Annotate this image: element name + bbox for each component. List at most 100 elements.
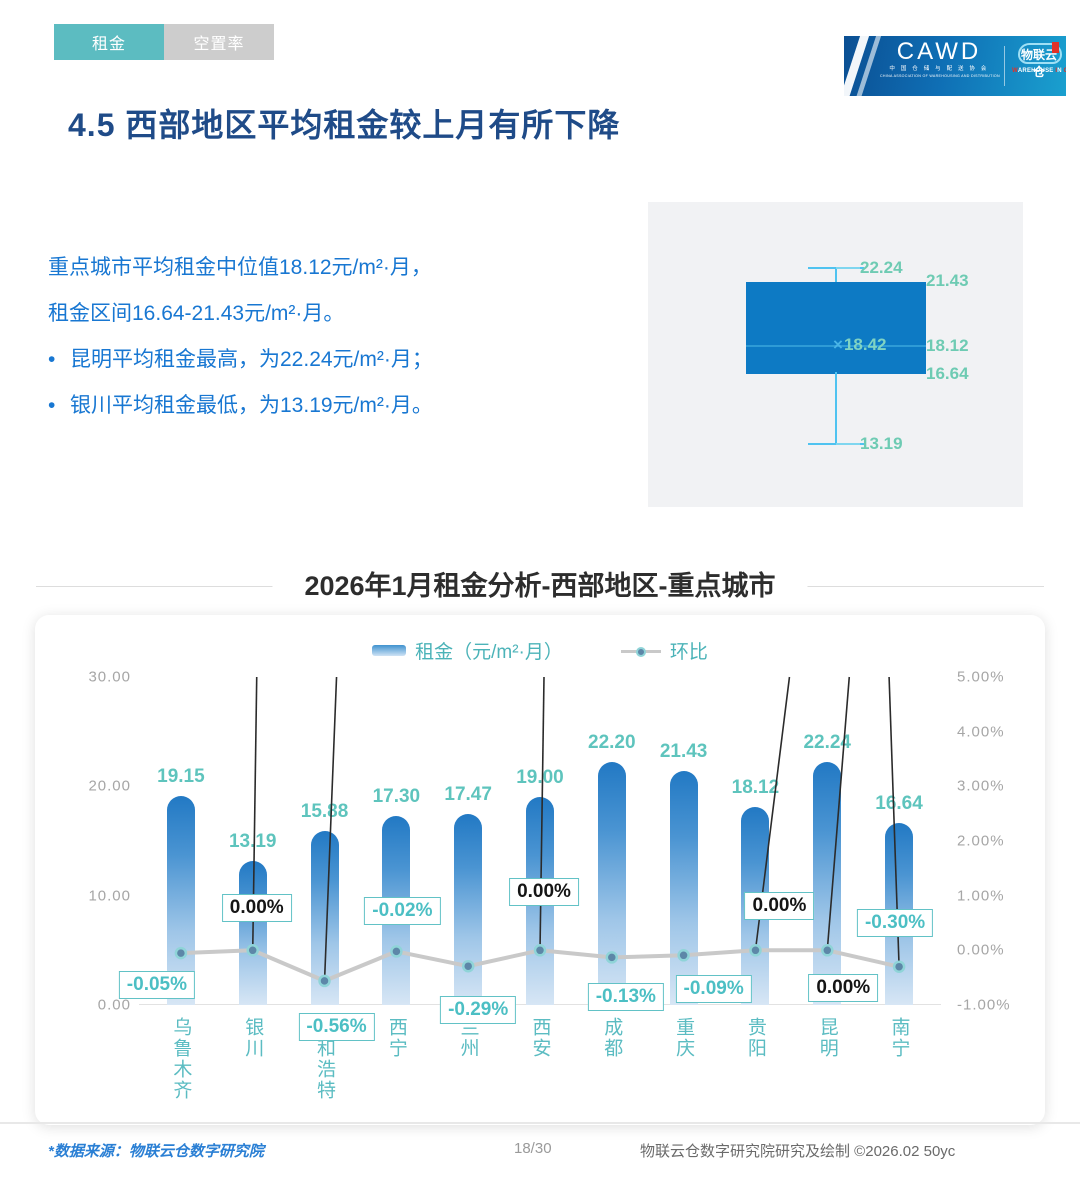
cloud-icon: 物联云仓 xyxy=(1012,42,1062,79)
bar-value-label: 17.30 xyxy=(372,785,421,807)
summary-line-2: 租金区间16.64-21.43元/m²·月。 xyxy=(48,302,345,325)
footer-source: *数据来源：物联云仓数字研究院 xyxy=(48,1143,264,1160)
footer-divider xyxy=(0,1122,1080,1124)
y2-tick-label: 5.00% xyxy=(957,668,1005,686)
cawd-en-name: CHINA ASSOCIATION OF WAREHOUSING AND DIS… xyxy=(880,74,1000,78)
cloud-shape-icon xyxy=(1018,43,1062,64)
brand-logo: CAWD 中 国 仓 储 与 配 送 协 会 CHINA ASSOCIATION… xyxy=(844,36,1066,96)
line-value-label: -0.09% xyxy=(675,975,752,1004)
line-value-label: -0.13% xyxy=(587,983,664,1012)
summary-line-1: 重点城市平均租金中位值18.12元/m²·月， xyxy=(48,256,432,279)
bar[interactable] xyxy=(597,762,626,1005)
bar-value-label: 15.88 xyxy=(300,801,349,823)
x-axis-label: 乌鲁木齐 xyxy=(170,1017,192,1101)
y2-tick-label: 2.00% xyxy=(957,832,1005,850)
y2-tick-label: 4.00% xyxy=(957,723,1005,741)
cawd-cn-name: 中 国 仓 储 与 配 送 协 会 xyxy=(889,66,989,72)
legend-item-mom[interactable]: 环比 xyxy=(620,637,708,664)
summary-text: 重点城市平均租金中位值18.12元/m²·月， 租金区间16.64-21.43元… xyxy=(48,245,628,429)
bar[interactable] xyxy=(454,814,483,1005)
y2-tick-label: -1.00% xyxy=(957,996,1011,1014)
boxplot-panel: 22.24 21.43 18.12 16.64 13.19 ×18.42 xyxy=(648,202,1023,507)
brand-en-n: N xyxy=(1057,68,1064,74)
bar-swatch-icon xyxy=(372,645,407,656)
page-footer: *数据来源：物联云仓数字研究院 18/30 物联云仓数字研究院研究及绘制 ©20… xyxy=(0,1132,1080,1172)
line-value-label: -0.56% xyxy=(298,1012,375,1041)
line-swatch-marker xyxy=(635,646,646,657)
brand-en-name: WAREHOUSE IN CLOUD xyxy=(1012,68,1066,74)
boxplot-median-label: 18.12 xyxy=(926,336,969,355)
brand-en-c: C xyxy=(1064,68,1066,74)
bar-value-label: 16.64 xyxy=(875,793,923,815)
bar-slot: 17.47 兰州 xyxy=(432,677,504,1059)
bar-slot: 22.20 成都 xyxy=(576,677,648,1059)
tab-rent[interactable]: 租金 xyxy=(54,24,164,60)
x-axis-label: 兰州 xyxy=(457,1017,479,1059)
cawd-logo: CAWD 中 国 仓 储 与 配 送 协 会 CHINA ASSOCIATION… xyxy=(880,38,1000,79)
bar-slot: 22.24 昆明 xyxy=(791,677,863,1059)
chart-plot-area: 0.00 10.00 20.00 30.00 -1.00% 0.00% 1.00% 2.00… xyxy=(88,669,1009,1102)
y2-tick-label: 1.00% xyxy=(957,887,1005,905)
footer-page-number: 18/30 xyxy=(514,1140,552,1157)
summary-bullet-2: • 银川平均租金最低，为13.19元/m²·月。 xyxy=(48,383,628,429)
boxplot-q1-label: 16.64 xyxy=(926,364,969,383)
line-series-overlay xyxy=(174,676,906,988)
legend-label-rent: 租金（元/m²·月） xyxy=(415,642,563,663)
cawd-abbr: CAWD xyxy=(896,38,982,65)
boxplot-median-line xyxy=(746,345,926,347)
bar-value-label: 19.00 xyxy=(516,767,564,789)
brand-en-arehouse: AREHOUSE xyxy=(1017,68,1056,74)
line-value-label: 0.00% xyxy=(744,892,815,921)
line-value-label: 0.00% xyxy=(808,974,879,1003)
x-axis-label: 重庆 xyxy=(673,1017,695,1059)
x-axis-label: 南宁 xyxy=(888,1017,910,1059)
bar-value-label: 13.19 xyxy=(228,830,277,852)
x-axis-label: 昆明 xyxy=(816,1017,838,1059)
bullet-marker-icon: • xyxy=(48,348,56,371)
bar-value-label: 19.15 xyxy=(157,765,205,787)
line-value-label: 0.00% xyxy=(221,894,292,923)
x-axis-label: 西安 xyxy=(529,1017,551,1059)
brand-en-w: W xyxy=(1012,68,1018,74)
bar[interactable] xyxy=(669,770,698,1005)
x-axis-label: 成都 xyxy=(601,1017,623,1059)
x-axis-label: 银川 xyxy=(242,1017,264,1059)
summary-bullet-1: • 昆明平均租金最高，为22.24元/m²·月； xyxy=(48,337,628,383)
chart-card: 租金（元/m²·月） 环比 0.00 10.00 20.00 30.00 -1.00%… xyxy=(35,615,1045,1125)
bar-value-label: 18.12 xyxy=(731,776,780,798)
boxplot-upper-whisker xyxy=(835,268,837,284)
bar-value-label: 22.24 xyxy=(803,731,851,753)
boxplot-q3-label: 21.43 xyxy=(926,271,969,290)
bar[interactable] xyxy=(813,761,842,1005)
boxplot-min-leader xyxy=(836,443,860,445)
legend-item-rent[interactable]: 租金（元/m²·月） xyxy=(372,637,563,664)
red-accent-icon xyxy=(1052,42,1059,53)
brand-en-i: I xyxy=(1055,68,1058,74)
brand-cn-name: 物联云仓 xyxy=(1020,48,1057,79)
tab-vacancy[interactable]: 空置率 xyxy=(164,24,274,60)
y-tick-label: 30.00 xyxy=(88,668,131,686)
x-axis-label: 西宁 xyxy=(385,1017,407,1059)
bar-value-label: 17.47 xyxy=(444,783,492,805)
bullet-marker-icon: • xyxy=(48,394,56,417)
boxplot-min-label: 13.19 xyxy=(860,434,903,453)
view-tabs: 租金 空置率 xyxy=(54,24,274,60)
boxplot-mean-value: 18.42 xyxy=(843,335,887,354)
y-tick-label: 20.00 xyxy=(88,777,131,795)
y-tick-label: 10.00 xyxy=(88,887,131,905)
bar-value-label: 22.20 xyxy=(588,732,636,754)
line-value-label: 0.00% xyxy=(509,878,579,907)
bar-slot: 21.43 重庆 xyxy=(648,677,720,1059)
page-title: 4.5 西部地区平均租金较上月有所下降 xyxy=(68,107,621,143)
line-value-label: -0.05% xyxy=(118,971,196,1000)
line-value-label: -0.29% xyxy=(440,996,517,1025)
line-value-label: -0.30% xyxy=(856,908,934,937)
warehouse-in-cloud-logo: 物联云仓 WAREHOUSE IN CLOUD xyxy=(1012,42,1066,79)
boxplot-mean-label: ×18.42 xyxy=(833,335,886,355)
chart-title: 2026年1月租金分析-西部地区-重点城市 xyxy=(272,558,808,609)
bar[interactable] xyxy=(166,795,195,1005)
summary-bullet-2-text: 银川平均租金最低，为13.19元/m²·月。 xyxy=(70,394,433,417)
boxplot-box xyxy=(746,282,926,374)
mean-marker-icon: × xyxy=(833,335,843,354)
boxplot-max-leader xyxy=(836,267,860,269)
